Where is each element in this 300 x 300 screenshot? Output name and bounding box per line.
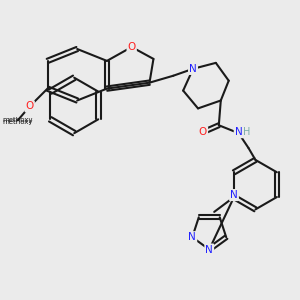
- Text: methoxy: methoxy: [3, 117, 33, 123]
- Text: N: N: [189, 64, 197, 74]
- Text: O: O: [26, 101, 34, 111]
- Text: N: N: [189, 64, 197, 74]
- Text: H: H: [243, 127, 250, 137]
- Text: O: O: [199, 127, 207, 137]
- Text: N: N: [206, 244, 213, 254]
- Text: N: N: [235, 127, 242, 137]
- Text: N: N: [230, 190, 238, 200]
- Text: N: N: [188, 232, 196, 242]
- Text: methoxy: methoxy: [3, 119, 33, 125]
- Text: O: O: [128, 42, 136, 52]
